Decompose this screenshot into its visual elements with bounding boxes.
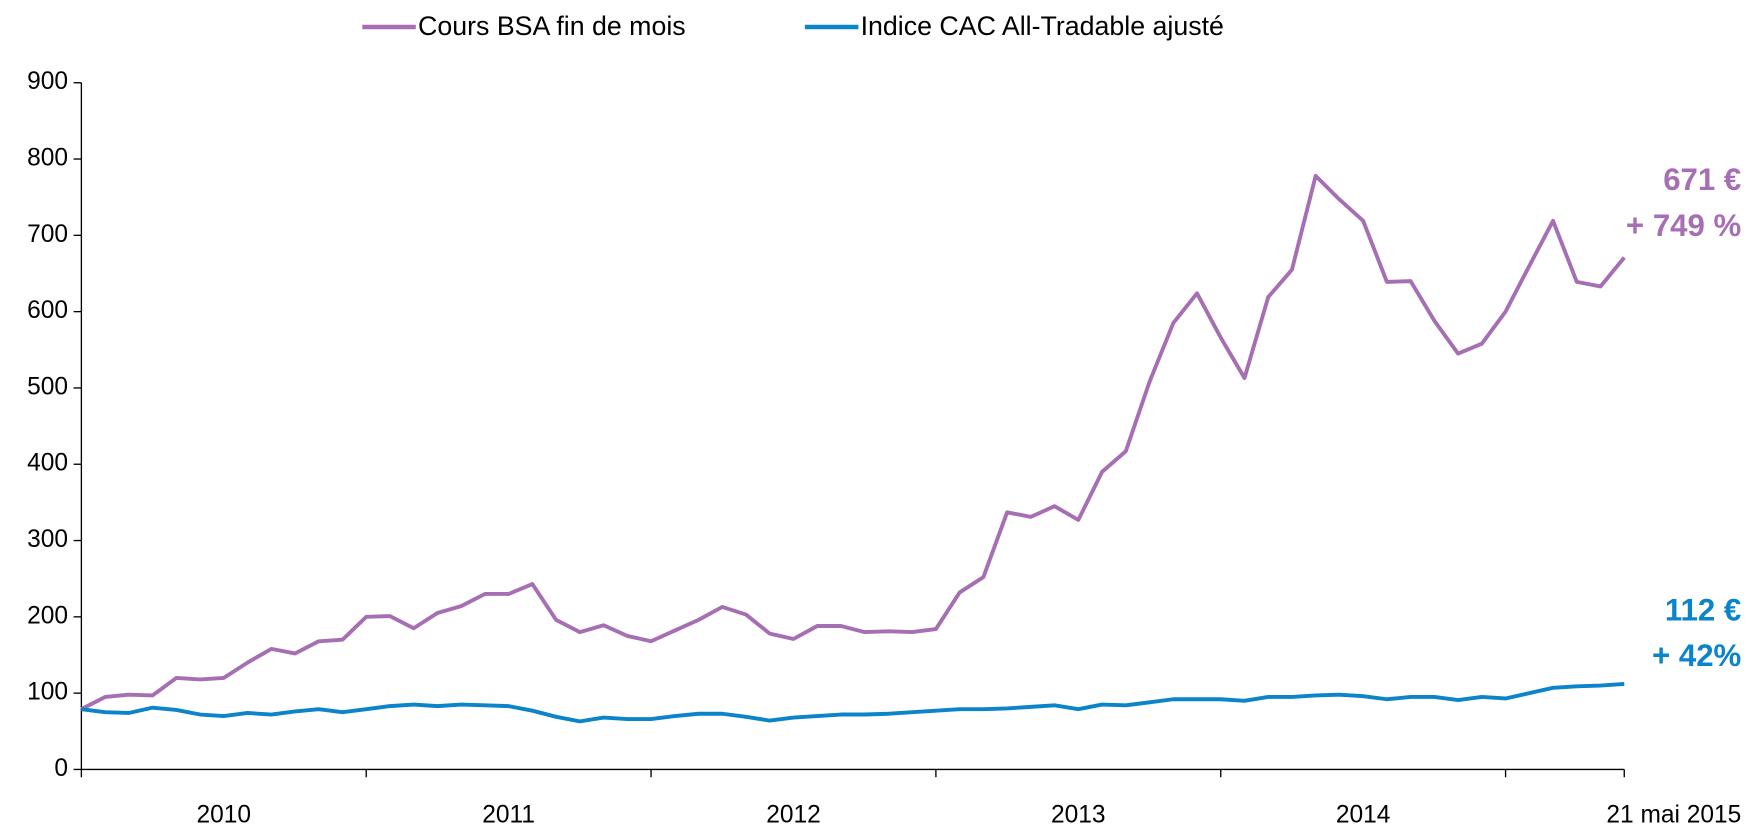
line-series <box>81 682 1625 724</box>
x-tick-label: 2012 <box>766 802 821 829</box>
x-tick-label: 21 mai 2015 <box>1606 802 1741 829</box>
x-tick-label: 2011 <box>482 802 535 829</box>
legend-label: Indice CAC All-Tradable ajusté <box>861 11 1224 41</box>
annotation: 671 € <box>1663 162 1741 197</box>
x-tick-label: 2014 <box>1336 802 1391 829</box>
y-tick-label: 600 <box>27 297 68 324</box>
y-tick-label: 100 <box>27 679 68 706</box>
y-tick-label: 400 <box>27 450 68 477</box>
y-tick-label: 0 <box>54 755 68 782</box>
y-tick-label: 500 <box>27 373 68 400</box>
y-tick-label: 800 <box>27 145 68 172</box>
legend-label: Cours BSA fin de mois <box>418 11 686 41</box>
x-tick-label: 2013 <box>1051 802 1106 829</box>
annotation: + 749 % <box>1626 208 1741 243</box>
y-tick-label: 700 <box>27 221 68 248</box>
annotation: + 42% <box>1652 638 1741 673</box>
annotation: 112 € <box>1665 593 1741 628</box>
y-tick-label: 200 <box>27 602 68 629</box>
y-tick-label: 900 <box>27 68 68 95</box>
line-series <box>80 173 1626 711</box>
x-tick-label: 2010 <box>197 802 252 829</box>
y-tick-label: 300 <box>27 526 68 553</box>
